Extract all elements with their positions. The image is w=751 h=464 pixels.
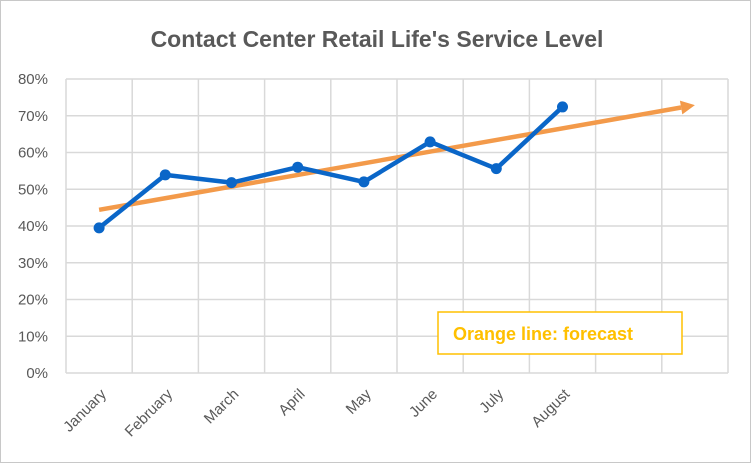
data-point [159,169,171,181]
x-tick-label: July [476,385,507,416]
x-tick-label: January [60,385,110,435]
x-tick-label: May [343,385,375,417]
data-point [557,101,568,113]
data-point [424,136,436,148]
data-point [226,177,237,189]
series-line [97,105,565,230]
data-point [93,222,105,234]
forecast-line [98,105,682,213]
x-tick-label: August [528,385,574,431]
annotation-box: Orange line: forecast [437,311,683,355]
x-tick-label: April [275,386,308,419]
x-tick-label: March [201,386,242,427]
y-tick-label: 50% [18,181,48,198]
y-tick-label: 60% [18,145,48,162]
data-point [292,161,304,173]
data-point [358,176,370,188]
forecast-arrowhead [679,100,695,115]
data-point [490,163,502,175]
y-tick-label: 80% [18,71,48,88]
annotation-text: Orange line: forecast [453,324,633,344]
y-tick-label: 0% [26,365,48,382]
y-tick-label: 40% [18,218,48,235]
y-tick-label: 30% [18,255,48,272]
x-tick-label: June [406,386,441,421]
chart-title: Contact Center Retail Life's Service Lev… [151,26,604,52]
y-tick-label: 70% [18,108,48,125]
y-tick-label: 10% [18,328,48,345]
x-tick-label: February [122,385,177,440]
y-tick-label: 20% [18,292,48,309]
